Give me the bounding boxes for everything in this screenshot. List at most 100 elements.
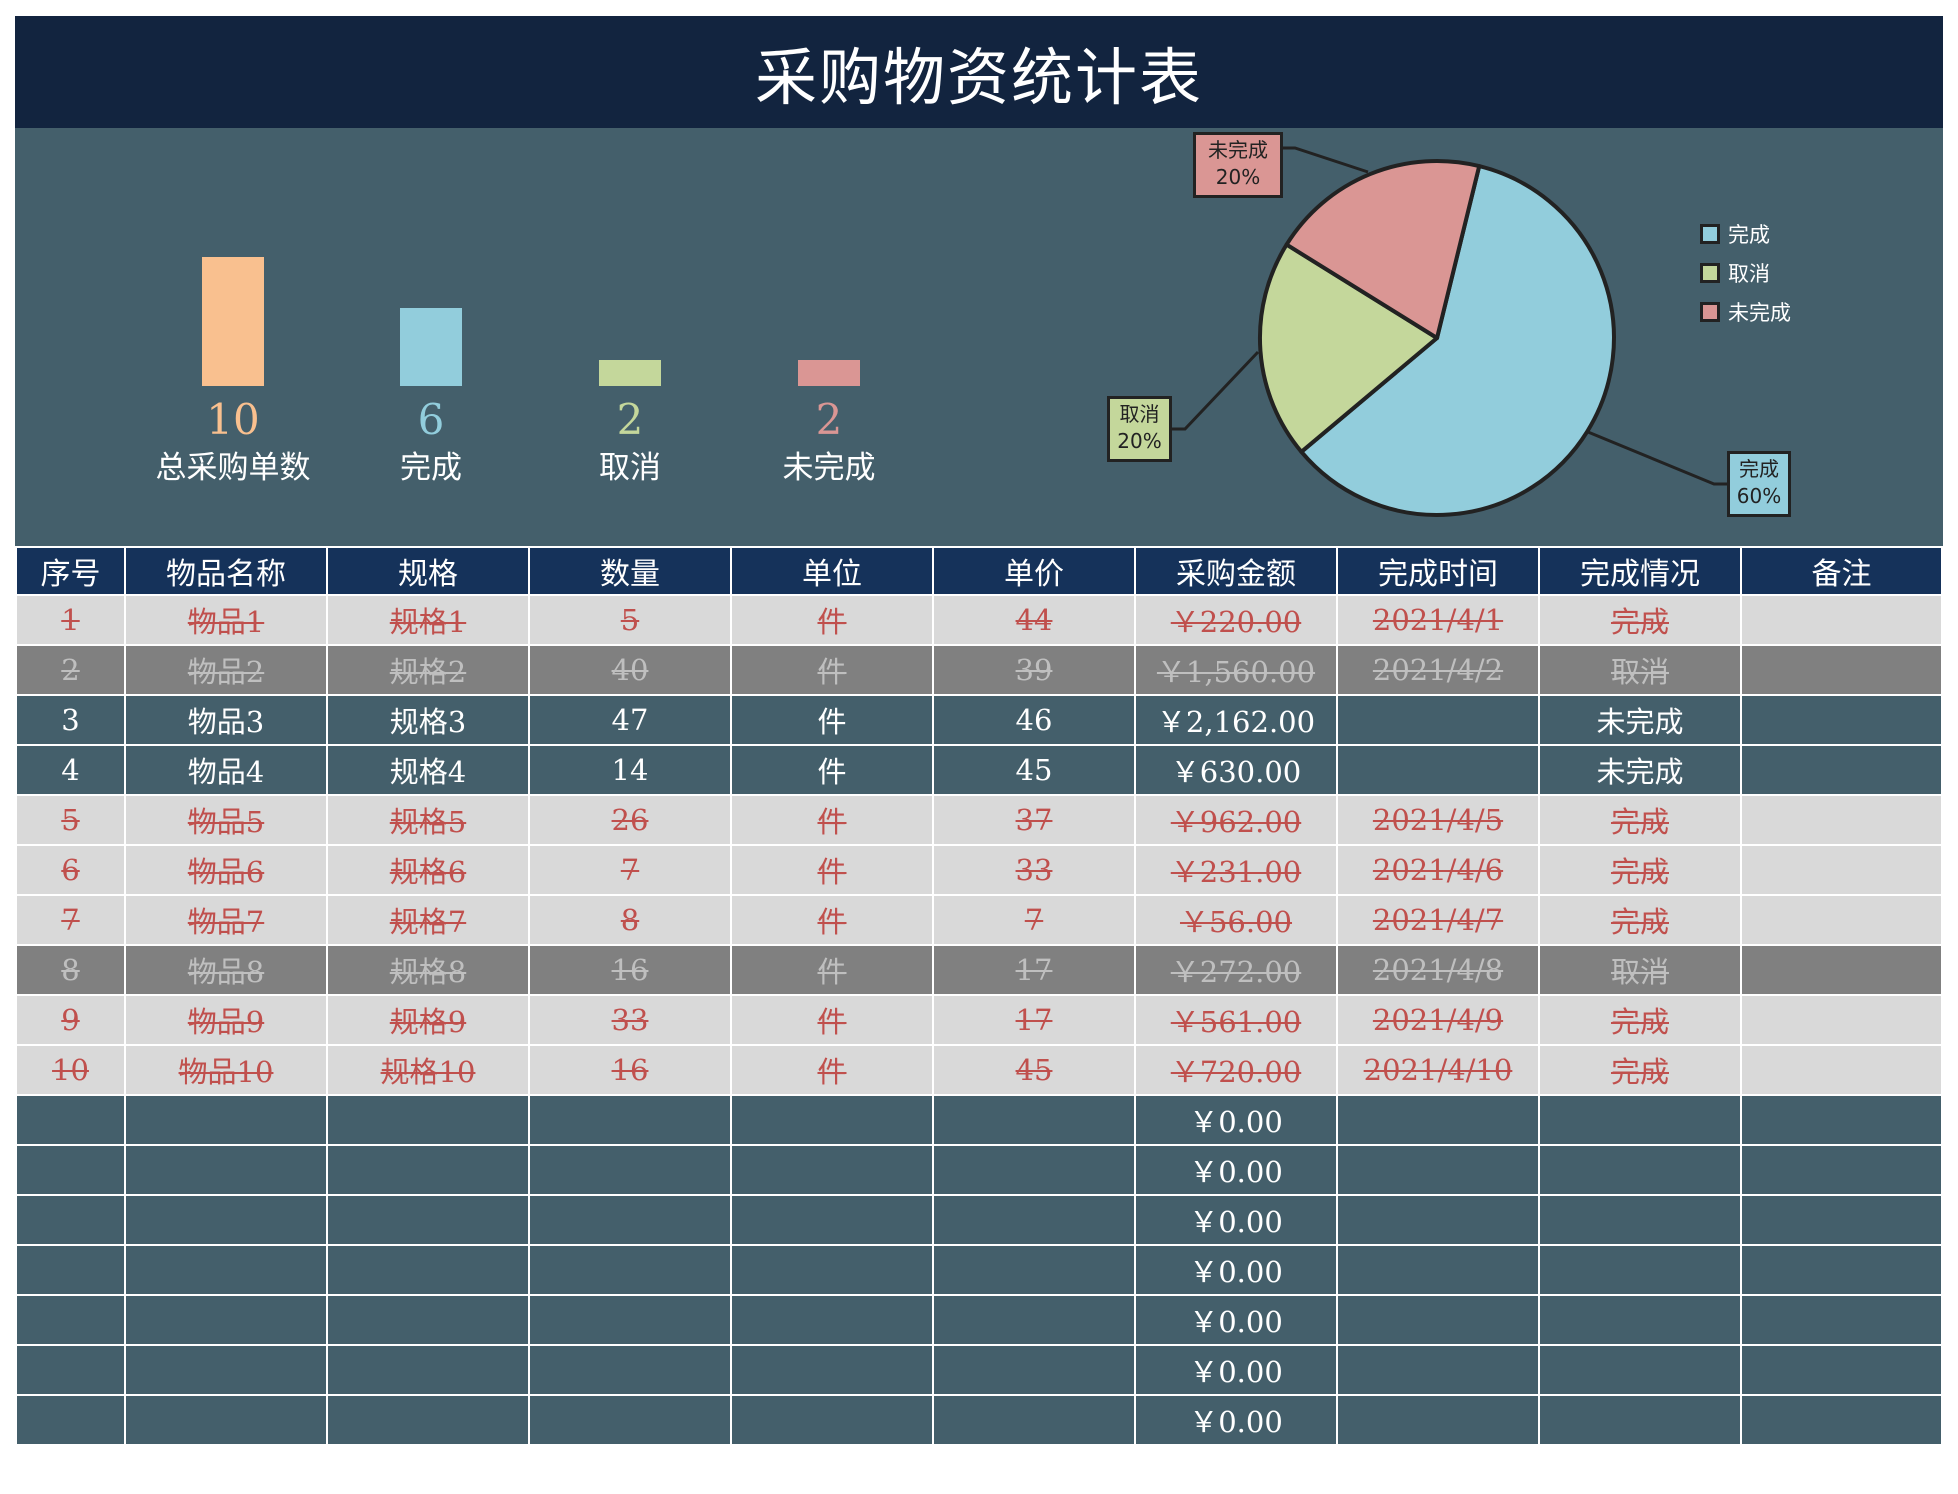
cell-col-completion-date[interactable]: 2021/4/6 xyxy=(1336,844,1540,896)
cell-col-remarks[interactable] xyxy=(1740,944,1943,996)
cell-col-completion-date[interactable] xyxy=(1336,1144,1540,1196)
cell-col-spec[interactable] xyxy=(326,1344,530,1396)
cell-col-status[interactable]: 完成 xyxy=(1538,844,1742,896)
cell-col-status[interactable]: 取消 xyxy=(1538,644,1742,696)
cell-col-unit-price[interactable] xyxy=(932,1094,1136,1146)
cell-col-amount[interactable]: ￥0.00 xyxy=(1134,1294,1338,1346)
header-col-spec[interactable]: 规格 xyxy=(326,546,530,596)
bar-total[interactable] xyxy=(202,257,264,386)
cell-col-unit-price[interactable]: 45 xyxy=(932,1044,1136,1096)
cell-col-quantity[interactable] xyxy=(528,1094,732,1146)
cell-col-spec[interactable]: 规格3 xyxy=(326,694,530,746)
cell-col-unit[interactable]: 件 xyxy=(730,644,934,696)
cell-col-amount[interactable]: ￥56.00 xyxy=(1134,894,1338,946)
bar-done[interactable] xyxy=(400,308,462,386)
cell-col-item-name[interactable] xyxy=(124,1244,328,1296)
cell-col-completion-date[interactable]: 2021/4/7 xyxy=(1336,894,1540,946)
cell-col-unit[interactable]: 件 xyxy=(730,794,934,846)
cell-col-quantity[interactable] xyxy=(528,1194,732,1246)
cell-col-item-name[interactable] xyxy=(124,1094,328,1146)
cell-col-unit[interactable]: 件 xyxy=(730,844,934,896)
cell-col-item-name[interactable]: 物品8 xyxy=(124,944,328,996)
cell-col-index[interactable]: 3 xyxy=(15,694,126,746)
cell-col-completion-date[interactable] xyxy=(1336,1094,1540,1146)
header-col-item-name[interactable]: 物品名称 xyxy=(124,546,328,596)
cell-col-spec[interactable] xyxy=(326,1144,530,1196)
cell-col-quantity[interactable]: 16 xyxy=(528,1044,732,1096)
cell-col-spec[interactable]: 规格6 xyxy=(326,844,530,896)
cell-col-remarks[interactable] xyxy=(1740,1344,1943,1396)
cell-col-index[interactable] xyxy=(15,1194,126,1246)
header-col-status[interactable]: 完成情况 xyxy=(1538,546,1742,596)
cell-col-remarks[interactable] xyxy=(1740,744,1943,796)
cell-col-status[interactable] xyxy=(1538,1394,1742,1446)
cell-col-item-name[interactable]: 物品10 xyxy=(124,1044,328,1096)
cell-col-completion-date[interactable]: 2021/4/8 xyxy=(1336,944,1540,996)
cell-col-status[interactable]: 取消 xyxy=(1538,944,1742,996)
cell-col-spec[interactable] xyxy=(326,1094,530,1146)
cell-col-status[interactable] xyxy=(1538,1194,1742,1246)
cell-col-remarks[interactable] xyxy=(1740,694,1943,746)
cell-col-completion-date[interactable] xyxy=(1336,1294,1540,1346)
cell-col-unit-price[interactable]: 45 xyxy=(932,744,1136,796)
cell-col-index[interactable] xyxy=(15,1294,126,1346)
cell-col-unit-price[interactable]: 17 xyxy=(932,994,1136,1046)
header-col-amount[interactable]: 采购金额 xyxy=(1134,546,1338,596)
cell-col-status[interactable] xyxy=(1538,1294,1742,1346)
cell-col-remarks[interactable] xyxy=(1740,1094,1943,1146)
cell-col-amount[interactable]: ￥630.00 xyxy=(1134,744,1338,796)
cell-col-unit-price[interactable] xyxy=(932,1394,1136,1446)
cell-col-amount[interactable]: ￥962.00 xyxy=(1134,794,1338,846)
cell-col-completion-date[interactable]: 2021/4/1 xyxy=(1336,594,1540,646)
cell-col-amount[interactable]: ￥2,162.00 xyxy=(1134,694,1338,746)
cell-col-index[interactable] xyxy=(15,1394,126,1446)
cell-col-item-name[interactable]: 物品6 xyxy=(124,844,328,896)
cell-col-quantity[interactable]: 8 xyxy=(528,894,732,946)
cell-col-spec[interactable]: 规格5 xyxy=(326,794,530,846)
cell-col-quantity[interactable]: 14 xyxy=(528,744,732,796)
cell-col-quantity[interactable]: 40 xyxy=(528,644,732,696)
cell-col-spec[interactable]: 规格2 xyxy=(326,644,530,696)
cell-col-amount[interactable]: ￥0.00 xyxy=(1134,1144,1338,1196)
header-col-completion-date[interactable]: 完成时间 xyxy=(1336,546,1540,596)
cell-col-item-name[interactable]: 物品5 xyxy=(124,794,328,846)
header-col-quantity[interactable]: 数量 xyxy=(528,546,732,596)
cell-col-spec[interactable]: 规格4 xyxy=(326,744,530,796)
cell-col-unit[interactable]: 件 xyxy=(730,744,934,796)
cell-col-remarks[interactable] xyxy=(1740,894,1943,946)
cell-col-unit[interactable] xyxy=(730,1144,934,1196)
cell-col-spec[interactable] xyxy=(326,1294,530,1346)
bar-pending[interactable] xyxy=(798,360,860,386)
legend-item-cancel[interactable]: 取消 xyxy=(1700,253,1791,292)
cell-col-unit-price[interactable] xyxy=(932,1144,1136,1196)
cell-col-quantity[interactable] xyxy=(528,1294,732,1346)
cell-col-spec[interactable] xyxy=(326,1244,530,1296)
cell-col-quantity[interactable]: 26 xyxy=(528,794,732,846)
cell-col-remarks[interactable] xyxy=(1740,1144,1943,1196)
cell-col-index[interactable]: 2 xyxy=(15,644,126,696)
cell-col-completion-date[interactable] xyxy=(1336,1244,1540,1296)
status-pie-chart[interactable] xyxy=(15,128,1943,546)
cell-col-index[interactable]: 9 xyxy=(15,994,126,1046)
cell-col-remarks[interactable] xyxy=(1740,644,1943,696)
cell-col-remarks[interactable] xyxy=(1740,844,1943,896)
cell-col-index[interactable] xyxy=(15,1144,126,1196)
cell-col-quantity[interactable] xyxy=(528,1344,732,1396)
cell-col-unit-price[interactable]: 46 xyxy=(932,694,1136,746)
cell-col-quantity[interactable]: 7 xyxy=(528,844,732,896)
cell-col-item-name[interactable] xyxy=(124,1344,328,1396)
cell-col-amount[interactable]: ￥272.00 xyxy=(1134,944,1338,996)
header-col-unit-price[interactable]: 单价 xyxy=(932,546,1136,596)
cell-col-item-name[interactable]: 物品9 xyxy=(124,994,328,1046)
cell-col-unit-price[interactable]: 37 xyxy=(932,794,1136,846)
cell-col-index[interactable] xyxy=(15,1344,126,1396)
cell-col-amount[interactable]: ￥1,560.00 xyxy=(1134,644,1338,696)
cell-col-unit-price[interactable]: 7 xyxy=(932,894,1136,946)
cell-col-index[interactable]: 10 xyxy=(15,1044,126,1096)
cell-col-index[interactable]: 5 xyxy=(15,794,126,846)
cell-col-remarks[interactable] xyxy=(1740,1044,1943,1096)
cell-col-completion-date[interactable] xyxy=(1336,744,1540,796)
cell-col-completion-date[interactable] xyxy=(1336,1394,1540,1446)
cell-col-item-name[interactable] xyxy=(124,1294,328,1346)
cell-col-unit[interactable]: 件 xyxy=(730,594,934,646)
